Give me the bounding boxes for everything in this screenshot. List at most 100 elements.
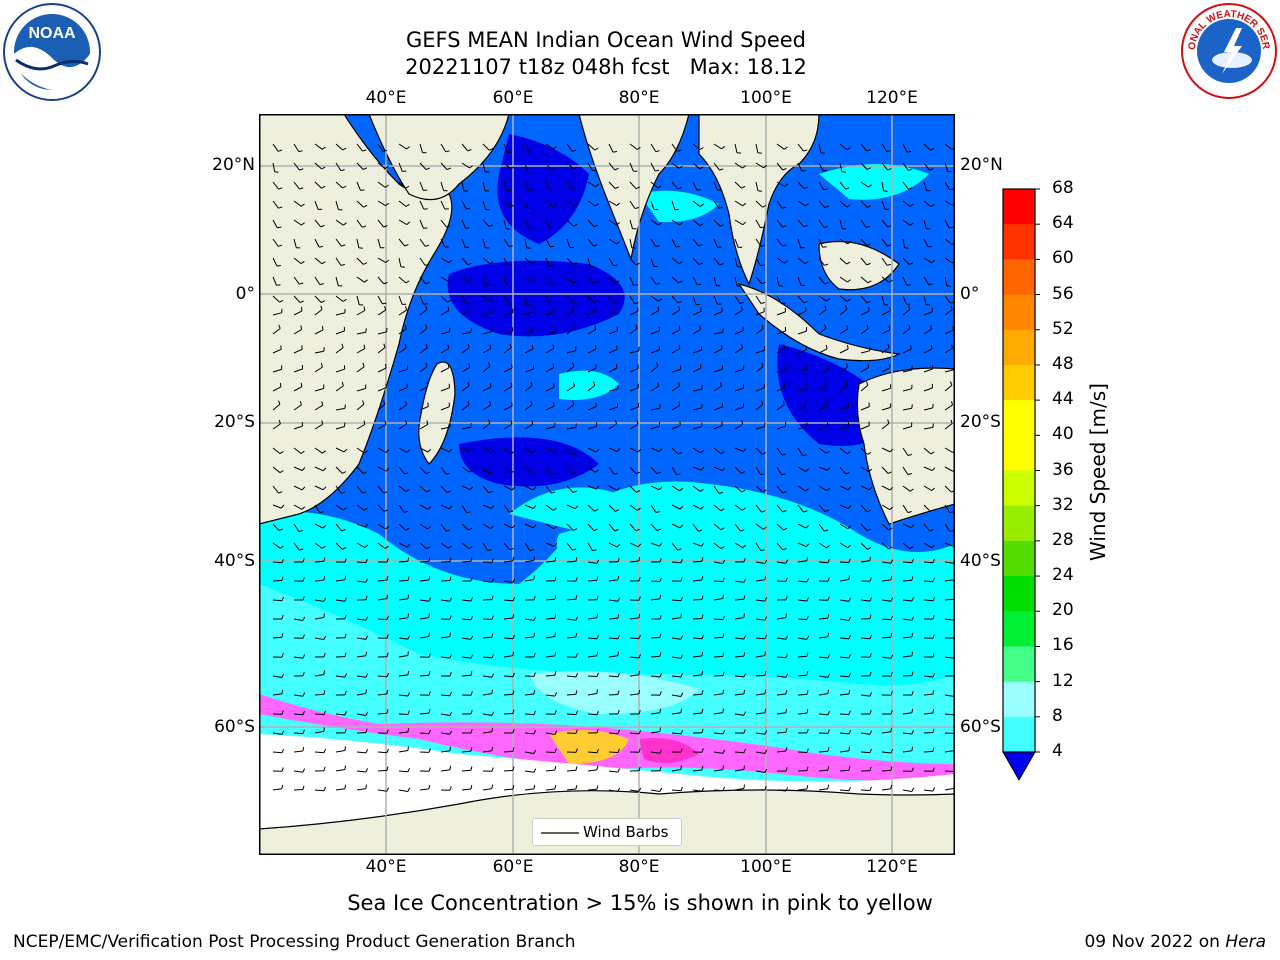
wind-barb-flag	[869, 786, 872, 791]
wind-barb	[776, 369, 786, 373]
wind-barb	[419, 617, 429, 620]
wind-barb-flag	[846, 204, 851, 208]
wind-barb	[356, 637, 366, 640]
wind-barb	[524, 311, 534, 316]
wind-barb	[755, 618, 765, 621]
wind-barb	[692, 200, 701, 207]
wind-barb-flag	[449, 672, 452, 677]
wind-barb-flag	[950, 305, 953, 310]
wind-barb-flag	[719, 206, 724, 209]
wind-barb	[419, 447, 429, 453]
wind-barb	[650, 712, 660, 715]
wind-barb	[776, 162, 784, 171]
wind-barb	[797, 330, 807, 335]
wind-barb-flag	[658, 298, 662, 302]
wind-barb	[734, 330, 744, 335]
wind-barb	[734, 751, 745, 754]
wind-barb	[608, 406, 618, 411]
wind-barb	[482, 788, 492, 791]
wind-barb	[587, 579, 598, 582]
wind-barb	[335, 181, 344, 189]
wind-barb	[419, 327, 428, 335]
wind-barb	[923, 181, 927, 191]
wind-barb-flag	[888, 279, 893, 283]
wind-barb	[503, 637, 514, 640]
wind-barb-flag	[889, 486, 894, 491]
wind-barb-flag	[782, 225, 787, 228]
wind-barb-flag	[383, 491, 388, 494]
wind-barb	[398, 504, 405, 513]
wind-barb	[398, 694, 408, 697]
wind-barb-flag	[323, 597, 327, 602]
wind-barb-flag	[847, 486, 852, 491]
wind-barb	[482, 675, 492, 678]
wind-barb-flag	[384, 184, 389, 188]
wind-barb-flag	[613, 302, 618, 305]
africa-land	[259, 114, 453, 525]
wind-barb	[608, 330, 618, 335]
wind-barb	[881, 276, 890, 283]
wind-barb	[650, 309, 659, 316]
wind-barb	[461, 485, 471, 491]
noaa-logo-text: NOAA	[28, 25, 76, 42]
wind-barb	[923, 561, 934, 564]
wind-barb-flag	[281, 784, 284, 789]
wind-barb-flag	[533, 784, 536, 790]
wind-barb-flag	[365, 728, 368, 733]
colorbar-band	[1003, 189, 1035, 225]
wind-barb-flag	[678, 344, 681, 349]
wind-barb-flag	[761, 281, 766, 285]
wind-barb-flag	[907, 511, 912, 514]
wind-barb	[650, 276, 657, 285]
wind-barb	[272, 238, 279, 247]
wind-barb	[797, 560, 807, 563]
wind-barb	[503, 504, 510, 513]
wind-barb-flag	[511, 524, 516, 529]
wind-barb	[776, 542, 784, 551]
wind-barb	[461, 466, 470, 473]
wind-barb	[482, 713, 492, 716]
wind-barb	[797, 426, 807, 430]
wind-barb	[461, 447, 471, 453]
wind-barb-flag	[805, 524, 810, 529]
wind-barb-flag	[340, 263, 345, 266]
wind-barb	[335, 162, 342, 171]
wind-barb	[797, 219, 805, 228]
wind-barb	[293, 523, 300, 532]
wind-barb	[293, 713, 304, 716]
wind-barb-flag	[890, 784, 893, 789]
wind-barb	[629, 406, 639, 411]
wind-barb-flag	[596, 559, 600, 564]
wind-barb-flag	[680, 708, 683, 713]
wind-barb	[461, 257, 469, 266]
wind-barb	[818, 425, 828, 430]
wind-barb-flag	[617, 729, 620, 734]
lat-tick-left: 40°S	[214, 551, 255, 571]
wind-barb	[818, 769, 829, 772]
wind-barb-flag	[846, 261, 851, 265]
lat-tick-right: 20°S	[960, 412, 1001, 432]
wind-barb-flag	[554, 730, 558, 735]
wind-barb-flag	[679, 487, 684, 492]
wind-barb	[398, 447, 408, 453]
wind-barb	[734, 523, 741, 532]
wind-barb-flag	[509, 343, 512, 348]
wind-barb	[608, 466, 615, 475]
wind-barb-flag	[530, 471, 535, 475]
wind-barb-flag	[553, 402, 555, 407]
wind-barb	[335, 769, 345, 772]
wind-barb-flag	[489, 298, 494, 302]
wind-barb-flag	[699, 203, 704, 207]
wind-barb	[692, 560, 703, 563]
wind-barb	[293, 770, 303, 773]
wind-barb	[881, 347, 890, 354]
wind-barb-flag	[743, 652, 746, 657]
wind-barb	[755, 403, 764, 411]
wind-barb	[566, 219, 574, 227]
wind-barb	[377, 712, 388, 715]
wind-barb	[608, 162, 616, 171]
wind-barb-flag	[449, 730, 453, 735]
wind-barb-flag	[949, 381, 953, 386]
wind-barb-flag	[407, 746, 409, 751]
wind-barb-flag	[949, 511, 954, 514]
